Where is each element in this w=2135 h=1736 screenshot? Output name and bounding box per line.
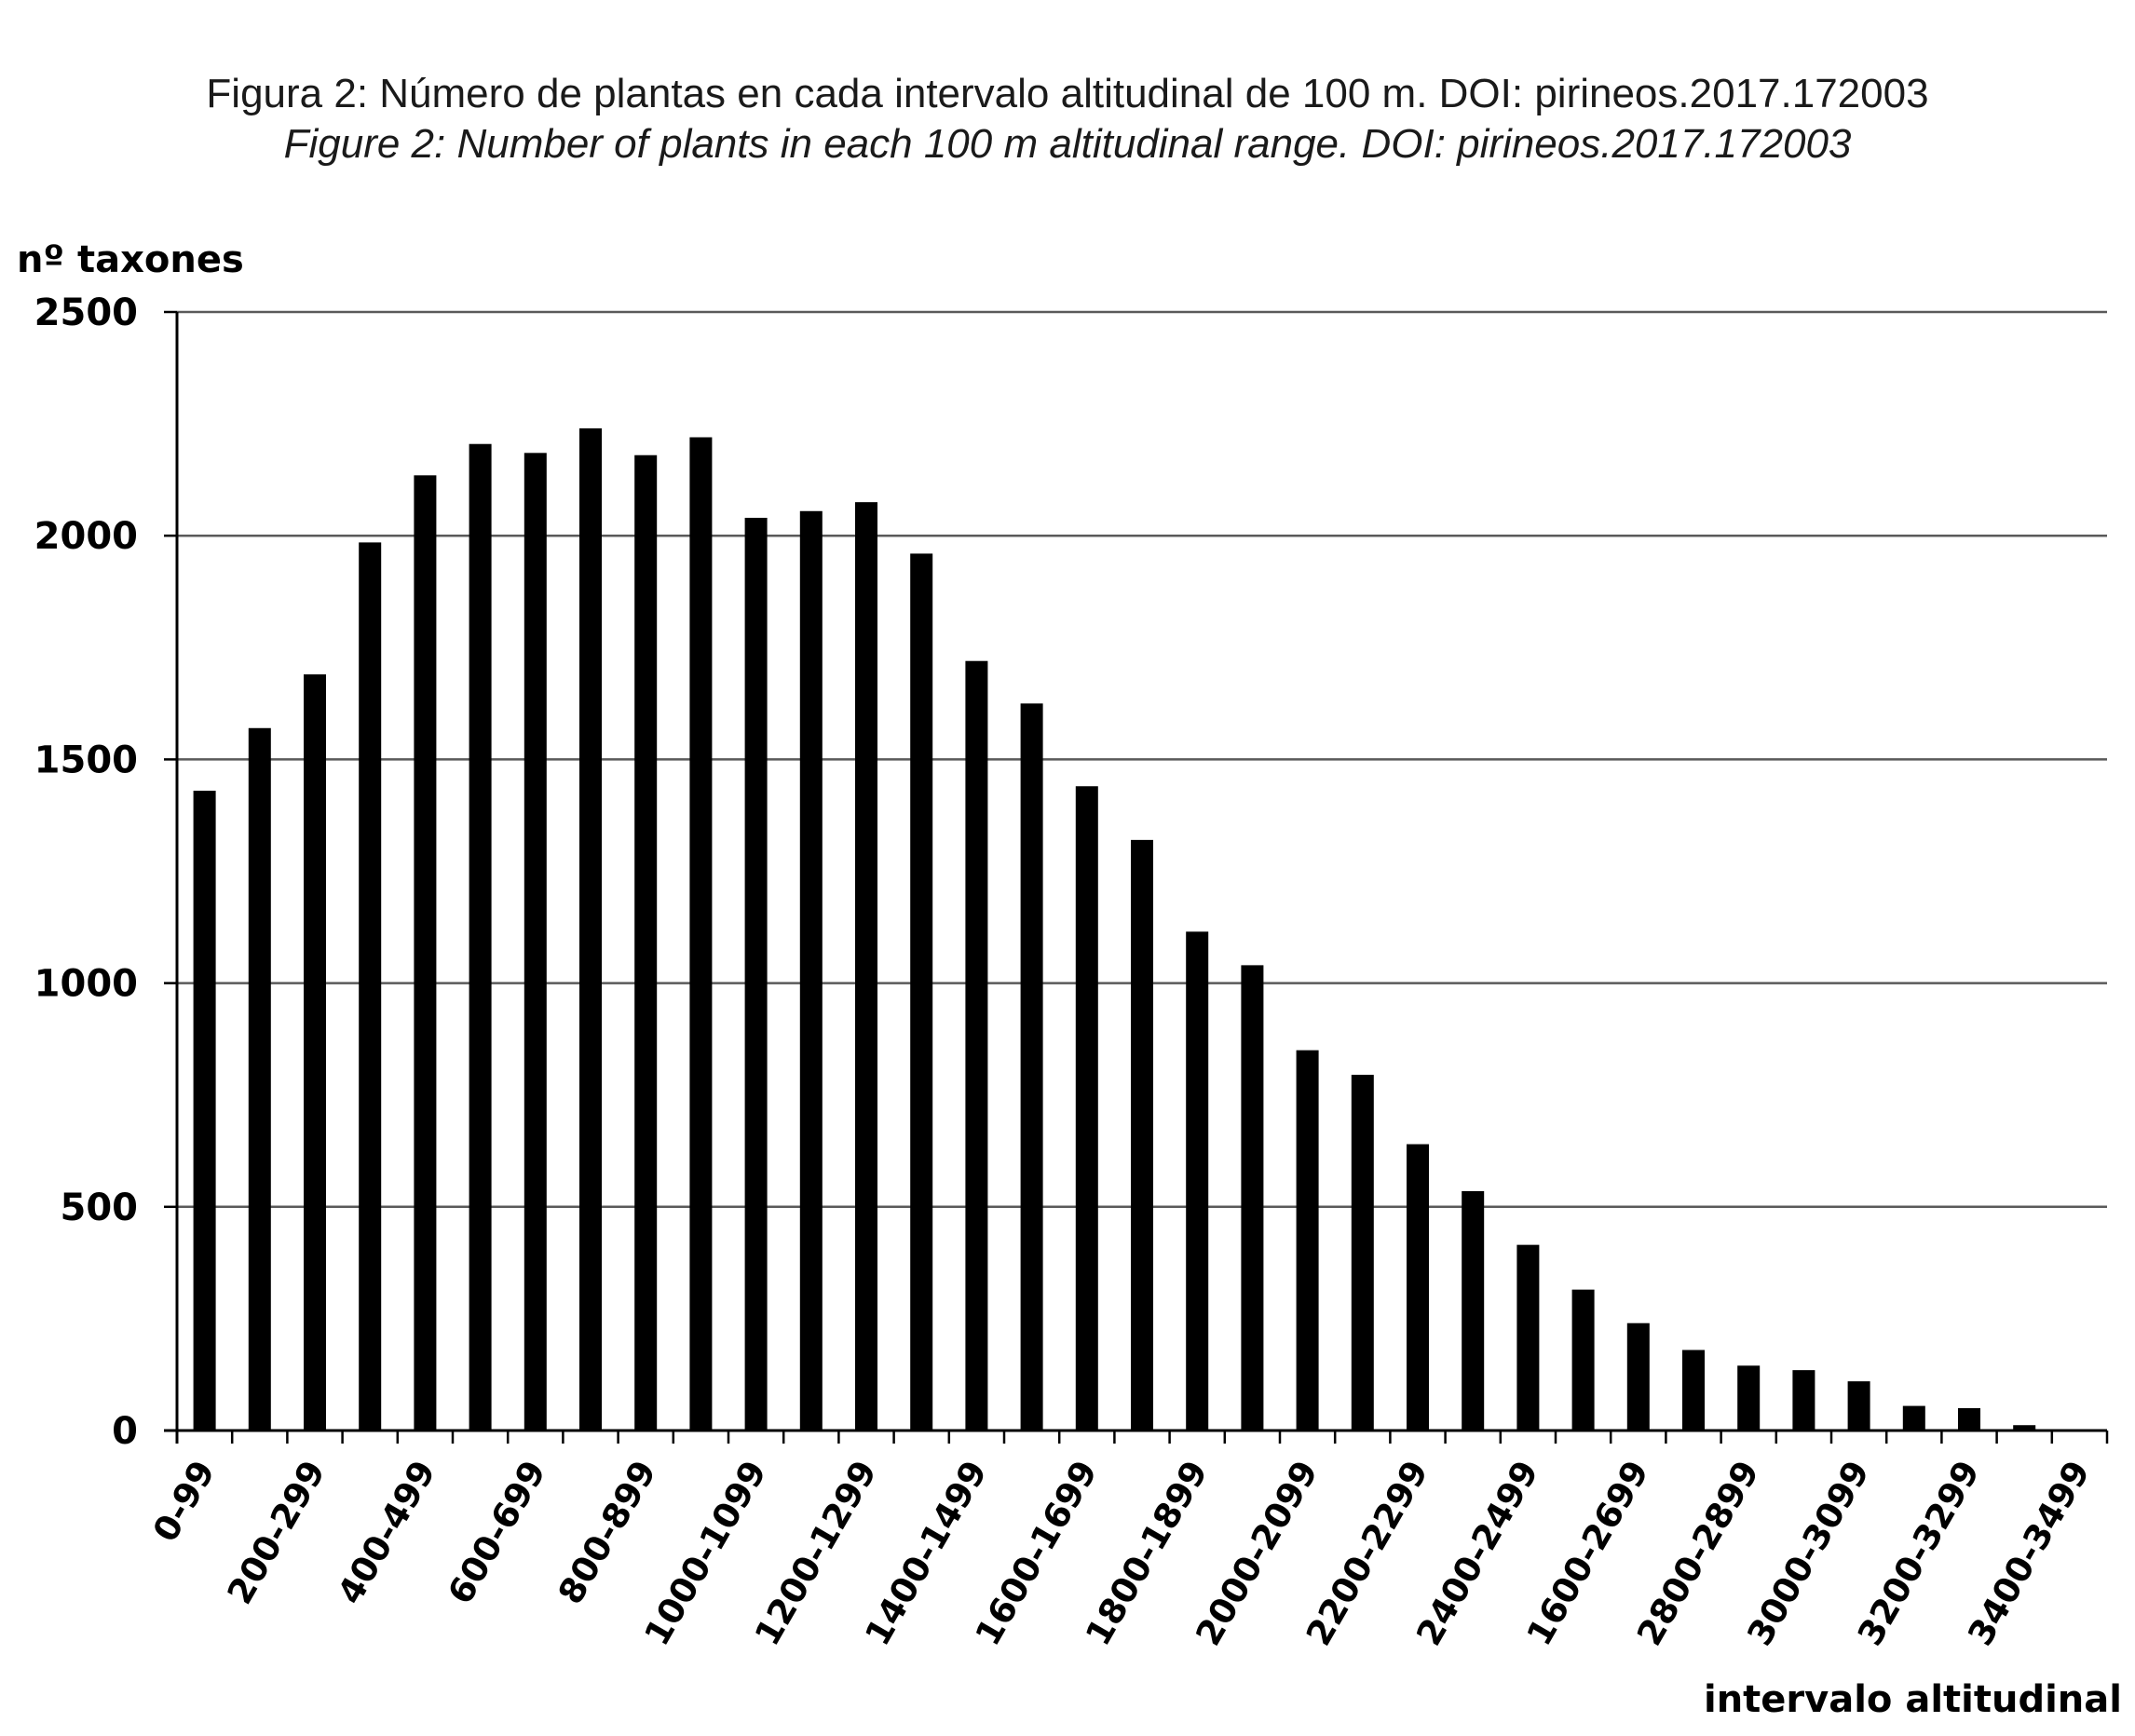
bar	[1626, 1322, 1650, 1431]
bar	[1131, 839, 1153, 1431]
bar	[1516, 1244, 1540, 1431]
y-tick-label: 2500	[34, 292, 138, 334]
y-axis: 0 500 1000 1500 2000 2500	[34, 292, 179, 1453]
y-tick-label: 0	[112, 1410, 138, 1453]
bars	[193, 427, 2036, 1431]
bar	[1296, 1050, 1319, 1431]
bar	[304, 674, 326, 1431]
bar	[579, 427, 602, 1431]
bar	[855, 502, 877, 1431]
bar	[193, 791, 216, 1431]
bar	[1792, 1370, 1815, 1431]
x-tick-label: 200-299	[220, 1454, 333, 1611]
y-tick-label: 500	[61, 1187, 139, 1229]
bar	[524, 453, 547, 1431]
bar	[1020, 703, 1043, 1431]
bar	[1351, 1075, 1374, 1431]
bar	[248, 727, 271, 1431]
bar	[1682, 1349, 1705, 1431]
x-tick-label: 600-699	[440, 1454, 553, 1611]
bar	[414, 475, 437, 1431]
bar	[1847, 1381, 1870, 1431]
bar	[1571, 1289, 1595, 1431]
x-axis: 0-99200-299400-499600-699800-8991000-109…	[145, 1429, 2109, 1652]
bar	[1407, 1144, 1429, 1431]
bar	[1075, 786, 1098, 1431]
bar	[910, 553, 933, 1431]
y-tick-label: 2000	[34, 515, 138, 558]
bar	[799, 510, 823, 1431]
y-tick-label: 1000	[34, 963, 138, 1006]
y-axis-label: nº taxones	[17, 238, 244, 281]
bar	[2013, 1425, 2036, 1431]
bar	[469, 443, 492, 1431]
x-tick-label: 0-99	[145, 1454, 224, 1549]
x-axis-label: intervalo altitudinal	[1704, 1678, 2122, 1721]
bar	[1737, 1365, 1761, 1431]
chart-subtitle: Figure 2: Number of plants in each 100 m…	[283, 121, 1852, 167]
bar	[1902, 1405, 1925, 1431]
bar	[965, 660, 988, 1431]
x-tick-label: 800-899	[551, 1454, 664, 1611]
bar	[1958, 1407, 1980, 1431]
bar	[634, 454, 658, 1431]
x-tick-label: 400-499	[330, 1454, 443, 1611]
y-tick-label: 1500	[34, 739, 138, 781]
bar	[689, 437, 713, 1431]
bar	[1186, 931, 1209, 1431]
bar	[744, 517, 768, 1431]
bar	[359, 542, 382, 1431]
bar	[1462, 1190, 1485, 1431]
bar	[1241, 965, 1264, 1431]
chart-title: Figura 2: Número de plantas en cada inte…	[206, 71, 1929, 116]
